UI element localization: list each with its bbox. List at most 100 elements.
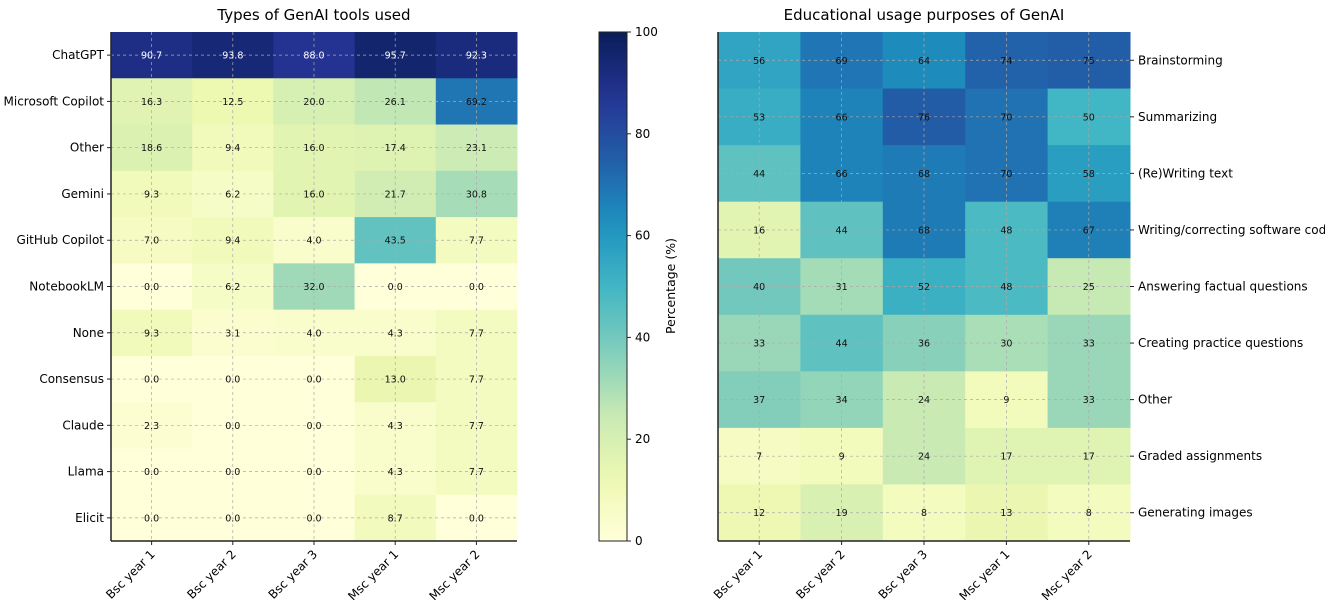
- cell-value-label: 44: [836, 225, 848, 236]
- cell-value-label: 36: [918, 339, 930, 350]
- cell-value-label: 6.2: [225, 282, 240, 293]
- cell-value-label: 32.0: [303, 282, 324, 293]
- y-tick-label: Summarizing: [1138, 110, 1217, 124]
- heatmap-0: 90.7 93.8 88.0 95.7 92.3 16.3 12.5 20.0 26.1 69.2…: [4, 32, 518, 600]
- cell-value-label: 4.0: [306, 236, 321, 247]
- cell-value-label: 88.0: [303, 51, 324, 62]
- cell-value-label: 21.7: [385, 189, 406, 200]
- cell-value-label: 4.0: [306, 328, 321, 339]
- cell-value-label: 7.7: [469, 421, 484, 432]
- cell-value-label: 58: [1083, 169, 1095, 180]
- colorbar: 0 20 40 60 80 100: [598, 25, 658, 548]
- colorbar-gradient: [598, 31, 628, 542]
- x-tick-label: Bsc year 3: [876, 547, 931, 600]
- cell-value-label: 26.1: [385, 97, 406, 108]
- cell-value-label: 7.7: [469, 375, 484, 386]
- cell-value-label: 16.3: [141, 97, 162, 108]
- cell-value-label: 0.0: [144, 282, 159, 293]
- colorbar-label: Percentage (%): [663, 238, 678, 334]
- cell-value-label: 33: [1083, 339, 1095, 350]
- cell-value-label: 67: [1083, 225, 1095, 236]
- cell-value-label: 0.0: [388, 282, 403, 293]
- right-chart-title: Educational usage purposes of GenAI: [784, 6, 1065, 24]
- cell-value-label: 7.7: [469, 467, 484, 478]
- cell-value-label: 93.8: [222, 51, 243, 62]
- cell-value-label: 9.3: [144, 189, 159, 200]
- cell-value-label: 4.3: [388, 328, 403, 339]
- cell-value-label: 44: [836, 339, 848, 350]
- cell-value-label: 69: [836, 56, 848, 67]
- y-tick-label: Writing/correcting software code: [1138, 223, 1325, 237]
- y-tick-label: (Re)Writing text: [1138, 166, 1233, 180]
- cell-value-label: 68: [918, 225, 930, 236]
- cell-value-label: 20.0: [303, 97, 324, 108]
- x-tick-label: Msc year 2: [1039, 547, 1095, 600]
- cell-value-label: 12.5: [222, 97, 243, 108]
- x-tick-label: Msc year 1: [345, 547, 401, 600]
- y-tick-label: Answering factual questions: [1138, 280, 1308, 294]
- colorbar-tick-label: 80: [635, 127, 650, 141]
- y-tick-label: NotebookLM: [29, 280, 104, 294]
- cell-value-label: 17: [1000, 452, 1012, 463]
- cell-value-label: 76: [918, 112, 930, 123]
- y-tick-label: Other: [1138, 393, 1172, 407]
- cell-value-label: 92.3: [466, 51, 487, 62]
- cell-value-label: 74: [1000, 56, 1012, 67]
- y-tick-label: Graded assignments: [1138, 449, 1262, 463]
- cell-value-label: 6.2: [225, 189, 240, 200]
- cell-value-label: 31: [836, 282, 848, 293]
- colorbar-tick-label: 20: [635, 432, 650, 446]
- cell-value-label: 0.0: [144, 513, 159, 524]
- cell-value-label: 9: [839, 452, 845, 463]
- cell-value-label: 75: [1083, 56, 1095, 67]
- cell-value-label: 4.3: [388, 421, 403, 432]
- cell-value-label: 64: [918, 56, 930, 67]
- cell-value-label: 66: [836, 169, 848, 180]
- cell-value-label: 30.8: [466, 189, 487, 200]
- cell-value-label: 70: [1000, 169, 1012, 180]
- y-tick-label: Generating images: [1138, 506, 1253, 520]
- y-tick-label: None: [73, 326, 104, 340]
- cell-value-label: 17.4: [385, 143, 406, 154]
- colorbar-tick-label: 60: [635, 229, 650, 243]
- cell-value-label: 0.0: [306, 375, 321, 386]
- colorbar-tick-label: 100: [635, 25, 658, 39]
- cell-value-label: 8: [1086, 508, 1092, 519]
- cell-value-label: 0.0: [306, 467, 321, 478]
- cell-value-label: 13: [1000, 508, 1012, 519]
- cell-value-label: 33: [1083, 395, 1095, 406]
- cell-value-label: 0.0: [225, 467, 240, 478]
- cell-value-label: 7.0: [144, 236, 159, 247]
- cell-value-label: 9.4: [225, 236, 240, 247]
- cell-value-label: 50: [1083, 112, 1095, 123]
- cell-value-label: 0.0: [469, 282, 484, 293]
- y-tick-label: Elicit: [75, 511, 104, 525]
- cell-value-label: 9.3: [144, 328, 159, 339]
- x-tick-label: Msc year 1: [956, 547, 1012, 600]
- y-tick-label: Brainstorming: [1138, 53, 1223, 67]
- cell-value-label: 0.0: [225, 421, 240, 432]
- cell-value-label: 43.5: [385, 236, 406, 247]
- cell-value-label: 48: [1000, 225, 1012, 236]
- x-tick-label: Bsc year 3: [266, 547, 321, 600]
- x-tick-label: Bsc year 2: [184, 547, 239, 600]
- cell-value-label: 69.2: [466, 97, 487, 108]
- cell-value-label: 0.0: [225, 513, 240, 524]
- x-tick-label: Msc year 2: [426, 547, 482, 600]
- cell-value-label: 4.3: [388, 467, 403, 478]
- left-chart-title: Types of GenAI tools used: [216, 6, 410, 24]
- heatmap-1: 56 69 64 74 75 53 66 76 70 50 44 66 68 70 58 16 44 68 48 67…: [711, 32, 1325, 600]
- cell-value-label: 90.7: [141, 51, 162, 62]
- cell-value-label: 9: [1003, 395, 1009, 406]
- cell-value-label: 7.7: [469, 328, 484, 339]
- cell-value-label: 95.7: [385, 51, 406, 62]
- cell-value-label: 56: [753, 56, 765, 67]
- y-tick-label: ChatGPT: [52, 48, 105, 62]
- cell-value-label: 48: [1000, 282, 1012, 293]
- cell-value-label: 33: [753, 339, 765, 350]
- cell-value-label: 24: [918, 395, 930, 406]
- cell-value-label: 25: [1083, 282, 1095, 293]
- cell-value-label: 16.0: [303, 189, 324, 200]
